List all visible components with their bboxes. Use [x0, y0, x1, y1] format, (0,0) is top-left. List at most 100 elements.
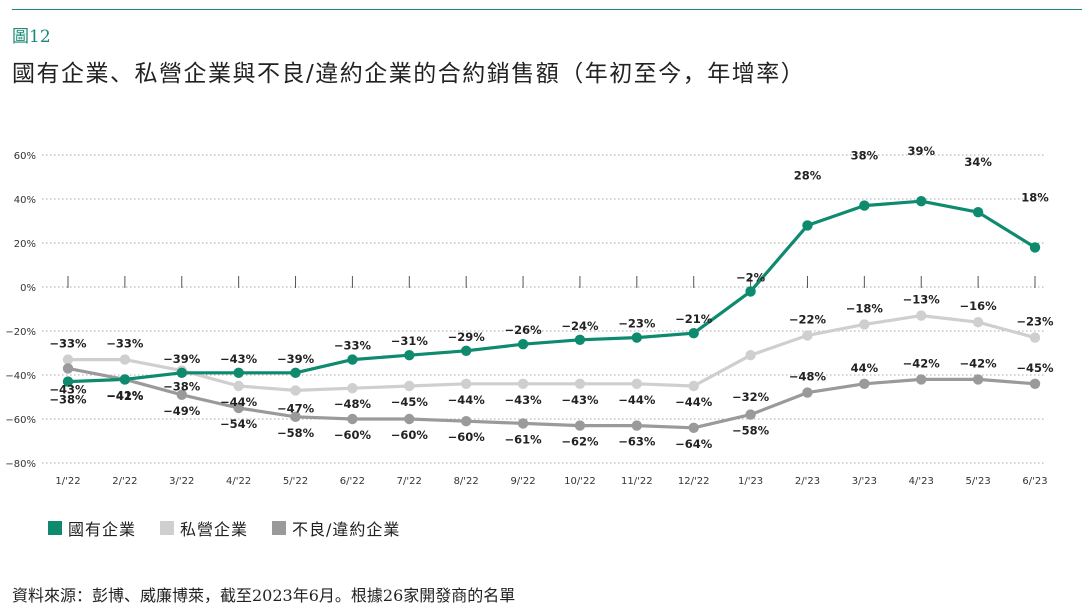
- data-point-soe: [972, 207, 984, 218]
- data-point-distressed: [574, 420, 586, 431]
- x-tick-label: 5/'22: [283, 476, 308, 487]
- series-points: [62, 196, 1041, 433]
- data-point-soe: [802, 220, 813, 231]
- data-point-private: [119, 354, 131, 365]
- data-label-private: −22%: [789, 312, 827, 326]
- x-tick-label: 1/'23: [738, 476, 763, 487]
- data-label-private: −44%: [220, 395, 258, 409]
- x-tick-label: 9/'22: [510, 476, 535, 487]
- data-label-distressed: −62%: [561, 435, 599, 449]
- data-point-private: [347, 383, 358, 394]
- data-label-distressed: 44%: [851, 361, 879, 375]
- data-point-private: [404, 380, 415, 392]
- data-labels: −43% −39% −43% −39% −33% −31% −29% −26% −24% −23%…: [49, 144, 1054, 451]
- figure-label: 圖12: [12, 27, 51, 47]
- x-tick-label: 4/'22: [226, 476, 251, 487]
- data-point-soe: [347, 354, 358, 365]
- x-tick-label: 5/'23: [966, 476, 991, 487]
- data-point-distressed: [404, 413, 415, 425]
- data-label-private: −32%: [732, 390, 770, 404]
- y-tick-label: 0%: [20, 283, 36, 294]
- data-point-distressed: [517, 418, 529, 429]
- top-rule: [12, 9, 1082, 10]
- x-tick-label: 2/'23: [795, 476, 820, 487]
- data-label-distressed: −38%: [49, 392, 87, 406]
- data-label-private: −45%: [391, 395, 429, 409]
- data-label-soe: −43%: [220, 352, 258, 366]
- y-tick-label: −40%: [5, 371, 36, 382]
- data-label-soe: −39%: [163, 352, 201, 366]
- data-label-soe: −26%: [504, 323, 542, 337]
- data-point-private: [460, 378, 472, 389]
- data-label-private: −43%: [504, 393, 542, 407]
- data-label-private: −44%: [675, 395, 713, 409]
- data-point-distressed: [916, 374, 927, 385]
- data-label-distressed-extra: −42%: [106, 389, 144, 403]
- data-label-soe: 39%: [907, 144, 935, 158]
- x-tick-label: 4/'23: [909, 476, 934, 487]
- data-label-private: −33%: [106, 337, 144, 351]
- data-point-soe: [233, 367, 244, 378]
- data-label-private: −43%: [561, 393, 599, 407]
- data-label-private: −48%: [334, 397, 372, 411]
- data-point-private: [631, 378, 643, 389]
- data-point-soe: [460, 345, 472, 356]
- x-tick-label: 11/'22: [621, 476, 653, 487]
- data-label-private: −44%: [448, 393, 486, 407]
- x-tick-label: 1/'22: [55, 476, 80, 487]
- data-label-private: −13%: [903, 293, 941, 307]
- data-label-distressed: −64%: [675, 437, 713, 451]
- y-tick-label: −60%: [5, 415, 36, 426]
- data-label-distressed: −48%: [789, 370, 827, 384]
- data-label-soe: −21%: [675, 312, 713, 326]
- data-point-soe: [119, 374, 131, 385]
- data-label-distressed: −58%: [277, 426, 315, 440]
- data-point-private: [574, 378, 586, 389]
- data-point-private: [62, 354, 74, 365]
- data-point-distressed: [233, 402, 244, 414]
- data-label-distressed: −60%: [334, 428, 372, 442]
- data-label-distressed: −42%: [960, 356, 998, 370]
- data-point-private: [972, 317, 984, 328]
- x-tick-label: 2/'22: [112, 476, 137, 487]
- data-label-private: −23%: [1016, 315, 1054, 329]
- data-label-private: −38%: [163, 380, 201, 394]
- data-point-distressed: [176, 389, 187, 400]
- data-label-distressed: −45%: [1016, 361, 1054, 375]
- data-label-soe: 28%: [794, 168, 822, 182]
- x-tick-label: 7/'22: [397, 476, 422, 487]
- data-label-distressed: −41%: [106, 388, 144, 402]
- data-point-distressed: [745, 409, 756, 420]
- data-label-soe: −29%: [448, 330, 486, 344]
- y-tick-label: 20%: [14, 239, 36, 250]
- data-label-soe: 18%: [1021, 190, 1049, 204]
- data-point-private: [745, 350, 756, 361]
- data-label-distressed: −60%: [448, 430, 486, 444]
- x-tick-label: 3/'23: [852, 476, 877, 487]
- y-tick-label: −80%: [5, 459, 36, 470]
- legend-label-private: 私營企業: [180, 520, 249, 539]
- legend-item-distressed: 不良/違約企業: [272, 516, 400, 540]
- data-point-soe: [290, 367, 301, 378]
- data-point-distressed: [859, 378, 870, 389]
- data-point-distressed: [347, 413, 358, 425]
- data-point-distressed: [1029, 378, 1041, 389]
- series-line-soe: [66, 199, 1037, 384]
- data-point-soe: [745, 286, 756, 297]
- data-label-distressed: −60%: [391, 428, 429, 442]
- axis-labels: 60% 40% 20% 0% −20% −40% −60% −80% 1/'22 2/'22 3/'…: [5, 151, 1047, 487]
- grid-layer: [42, 154, 1045, 464]
- data-point-distressed: [290, 411, 301, 422]
- legend-label-distressed: 不良/違約企業: [292, 520, 401, 539]
- series-line-distressed: [66, 366, 1037, 430]
- series-line-private: [66, 314, 1037, 392]
- data-label-soe: −23%: [618, 317, 656, 331]
- legend: 國有企業 私營企業 不良/違約企業: [48, 516, 400, 540]
- data-point-soe: [859, 200, 870, 211]
- data-label-private: −18%: [846, 301, 884, 315]
- data-label-distressed: −49%: [163, 404, 201, 418]
- data-label-soe: −43%: [49, 383, 87, 397]
- legend-item-soe: 國有企業: [48, 516, 136, 540]
- data-label-private: −47%: [277, 401, 315, 415]
